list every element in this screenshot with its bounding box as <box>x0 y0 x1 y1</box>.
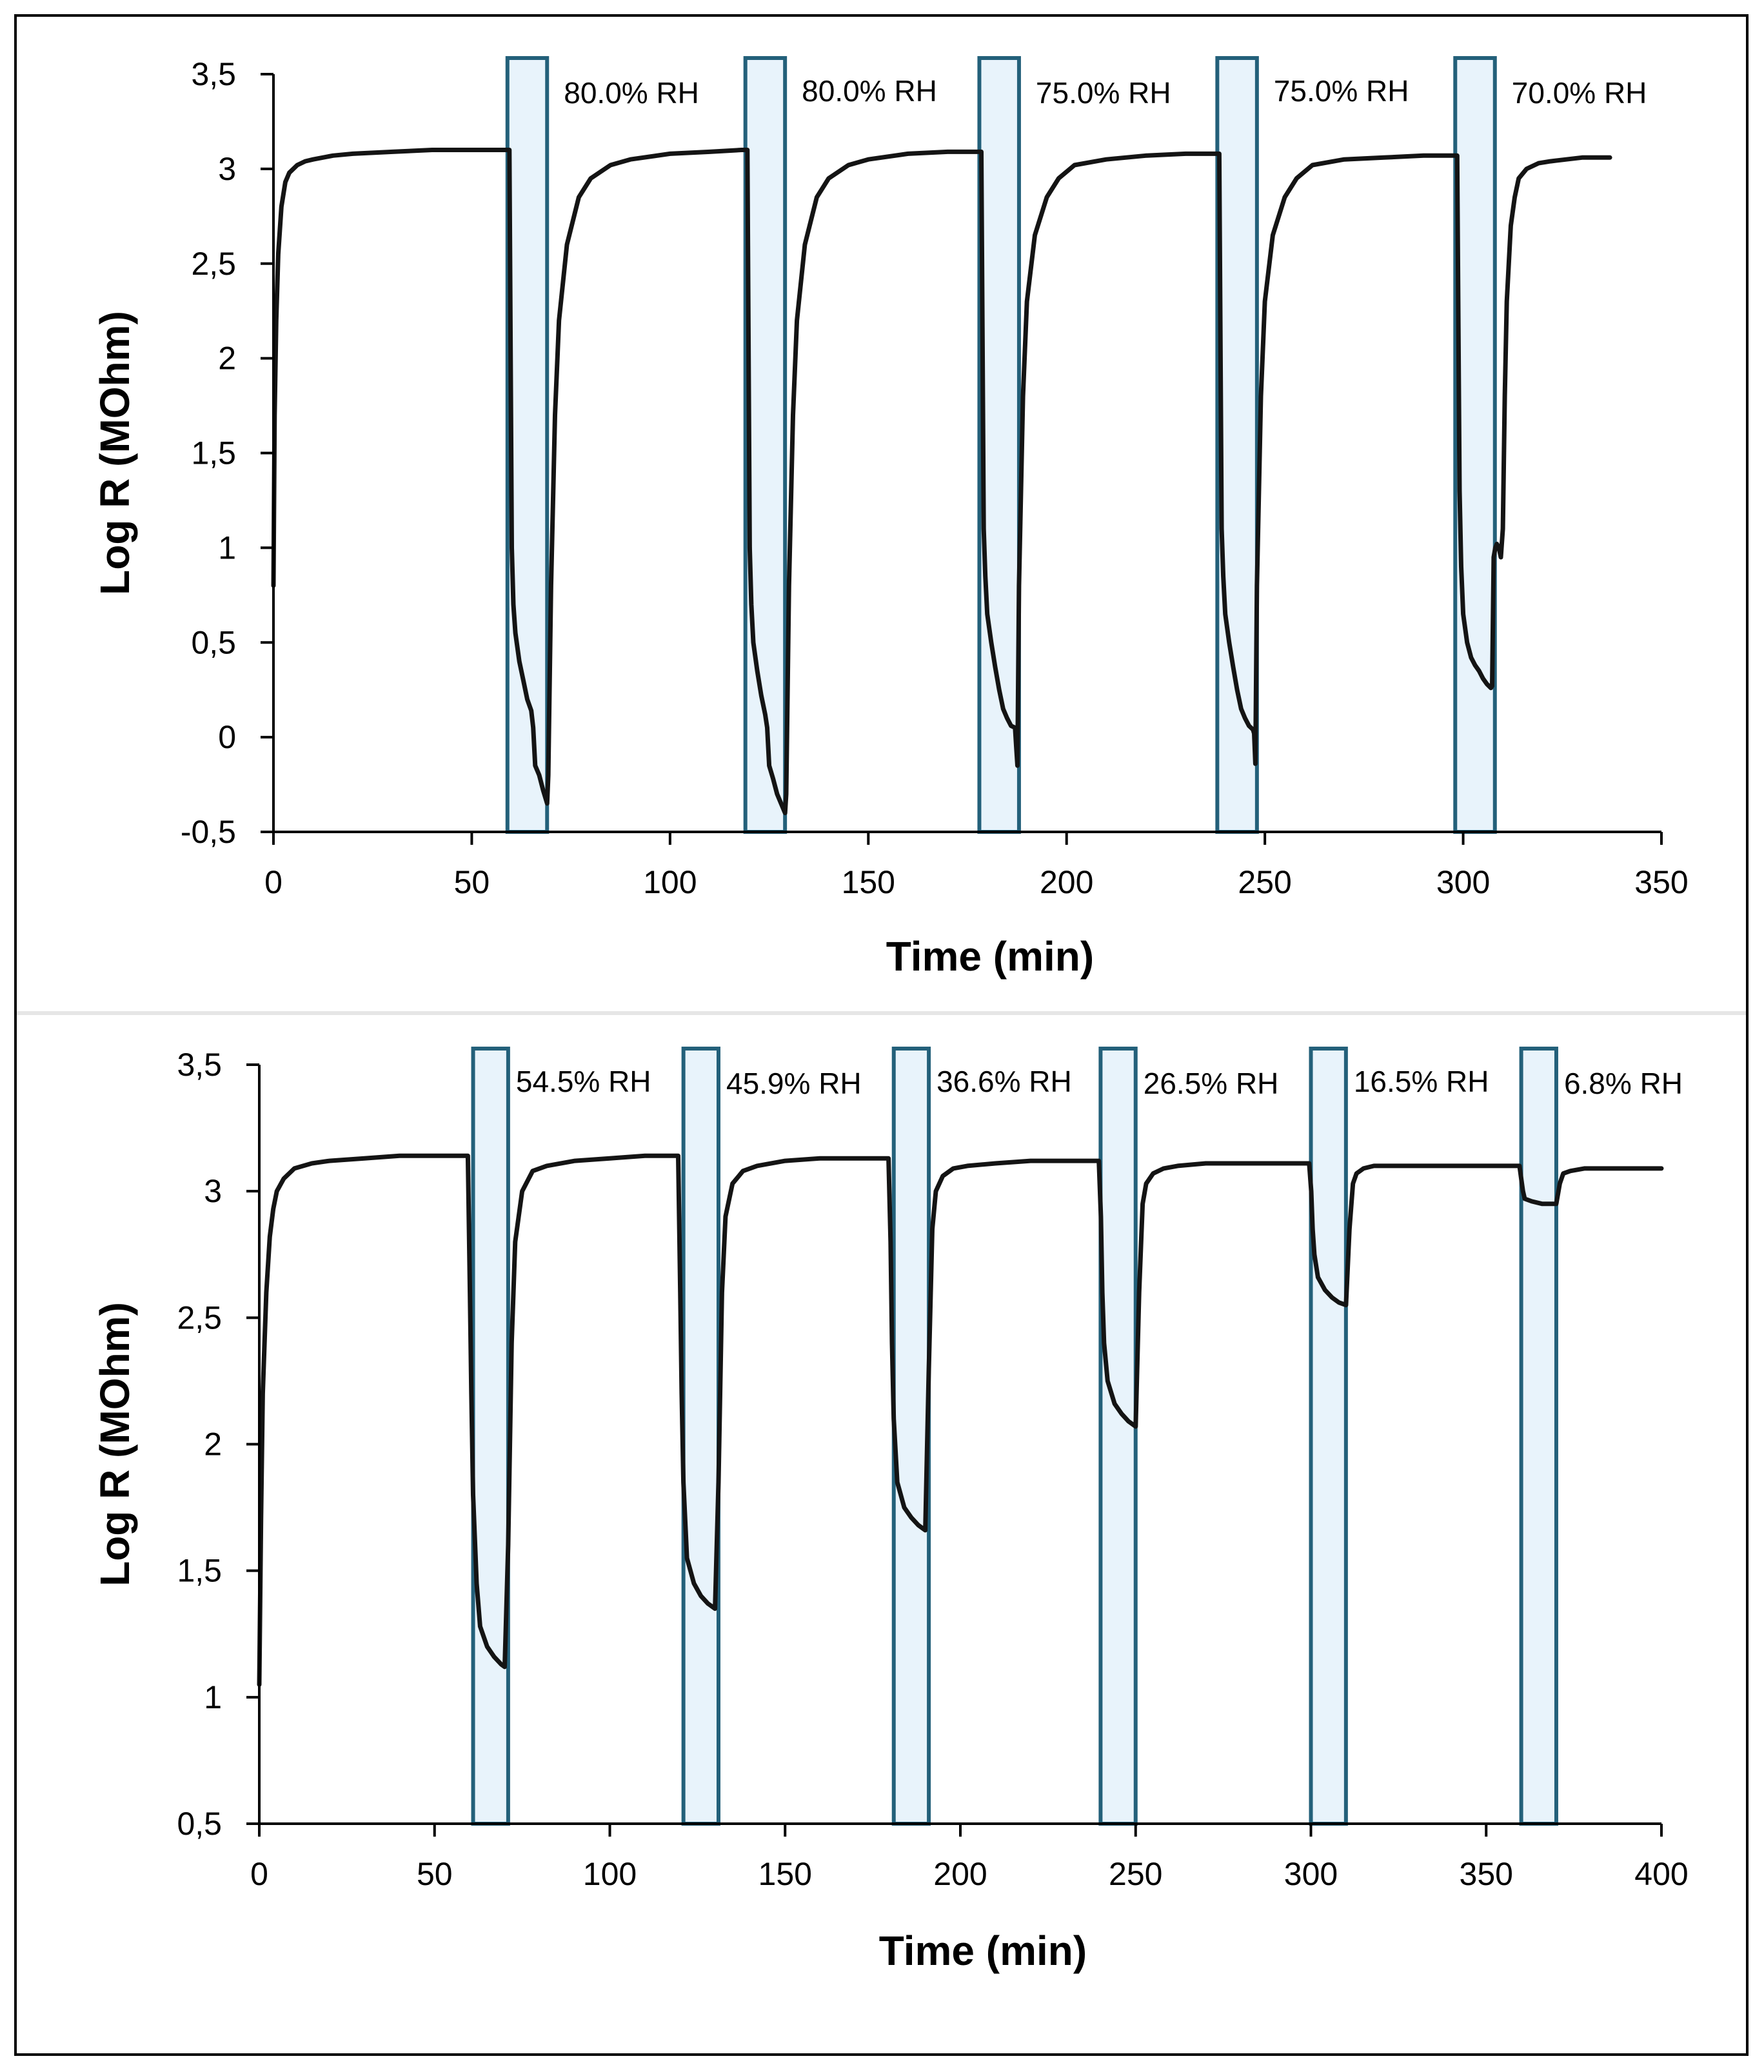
x-axis-title: Time (min) <box>879 1928 1087 1974</box>
humidity-window <box>743 56 788 834</box>
axes: 0 50 100 150 200 250 300 350 -0,5 0 0,5 1 1,5 2 2,5 3 3,… <box>181 56 1689 900</box>
humidity-window <box>1309 1047 1348 1826</box>
rh-label: 80.0% RH <box>564 76 699 110</box>
x-tick-label: 50 <box>454 864 490 900</box>
x-tick-label: 100 <box>583 1856 637 1892</box>
y-tick-label: 1 <box>204 1679 222 1715</box>
x-tick-label: 400 <box>1634 1856 1688 1892</box>
rh-label: 45.9% RH <box>726 1067 862 1100</box>
y-tick-label: 2,5 <box>191 246 236 282</box>
axes: 0 50 100 150 200 250 300 350 400 0,5 1 1,5 2 2,5 3 3,5 <box>177 1047 1688 1892</box>
y-tick-label: 0 <box>218 719 236 755</box>
x-tick-label: 50 <box>417 1856 453 1892</box>
chart-bottom: 54.5% RH 45.9% RH 36.6% RH 26.5% RH 16.5% RH… <box>92 1047 1689 1974</box>
chart-top: 80.0% RH 80.0% RH 75.0% RH 75.0% RH 70.0% RH… <box>92 56 1689 980</box>
x-tick-label: 350 <box>1634 864 1688 900</box>
rh-label: 70.0% RH <box>1512 76 1647 110</box>
y-tick-label: 3 <box>204 1173 222 1209</box>
humidity-windows: 54.5% RH 45.9% RH 36.6% RH 26.5% RH 16.5% RH… <box>471 1047 1683 1826</box>
y-tick-label: 0,5 <box>191 624 236 660</box>
humidity-window <box>681 1047 720 1826</box>
x-tick-label: 350 <box>1460 1856 1513 1892</box>
humidity-windows: 80.0% RH 80.0% RH 75.0% RH 75.0% RH 70.0% RH <box>505 56 1647 834</box>
x-tick-label: 300 <box>1284 1856 1338 1892</box>
rh-label: 75.0% RH <box>1036 76 1171 110</box>
y-tick-label: 0,5 <box>177 1806 222 1842</box>
y-tick-label: 1,5 <box>191 435 236 471</box>
y-tick-label: 3,5 <box>177 1047 222 1083</box>
panel-divider <box>17 1011 1746 1015</box>
humidity-window <box>1519 1047 1558 1826</box>
humidity-window <box>471 1047 510 1826</box>
rh-label: 75.0% RH <box>1274 74 1409 108</box>
series-line <box>257 1153 1664 1687</box>
x-tick-label: 200 <box>1040 864 1093 900</box>
humidity-window <box>891 1047 931 1826</box>
rh-label: 54.5% RH <box>516 1065 651 1098</box>
x-tick-label: 150 <box>758 1856 812 1892</box>
y-tick-label: 1,5 <box>177 1553 222 1589</box>
x-tick-label: 250 <box>1238 864 1291 900</box>
humidity-window <box>1098 1047 1138 1826</box>
y-tick-label: 2,5 <box>177 1299 222 1336</box>
y-tick-label: 3 <box>218 151 236 187</box>
y-tick-label: 3,5 <box>191 56 236 92</box>
x-tick-label: 150 <box>842 864 895 900</box>
y-axis-title: Log R (MOhm) <box>92 311 138 595</box>
rh-label: 36.6% RH <box>937 1065 1072 1098</box>
y-tick-label: 2 <box>204 1426 222 1463</box>
y-axis-title: Log R (MOhm) <box>92 1302 138 1586</box>
y-tick-label: 1 <box>218 529 236 566</box>
rh-label: 26.5% RH <box>1144 1067 1279 1100</box>
y-tick-label: 2 <box>218 340 236 377</box>
x-tick-label: 250 <box>1109 1856 1162 1892</box>
x-tick-label: 0 <box>250 1856 268 1892</box>
rh-label: 80.0% RH <box>802 74 937 108</box>
x-tick-label: 300 <box>1436 864 1490 900</box>
x-tick-label: 200 <box>933 1856 987 1892</box>
series-line <box>271 148 1612 816</box>
y-tick-label: -0,5 <box>181 814 236 850</box>
x-tick-label: 0 <box>264 864 282 900</box>
rh-label: 16.5% RH <box>1354 1065 1489 1098</box>
rh-label: 6.8% RH <box>1564 1067 1683 1100</box>
x-axis-title: Time (min) <box>886 933 1094 980</box>
x-tick-label: 100 <box>643 864 697 900</box>
